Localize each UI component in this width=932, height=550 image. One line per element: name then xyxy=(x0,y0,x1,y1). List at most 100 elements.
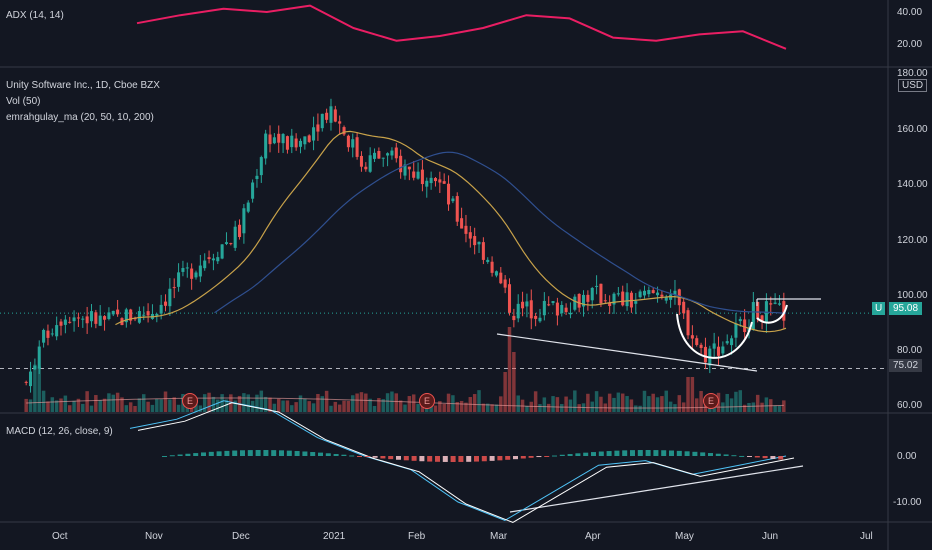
candle-body xyxy=(560,305,564,314)
adx-tick: 20.00 xyxy=(897,39,923,50)
earnings-marker[interactable]: E xyxy=(182,393,198,409)
macd-histogram-bar xyxy=(684,451,690,456)
ma-20-line xyxy=(115,130,787,333)
candle-body xyxy=(599,283,603,304)
candle-body xyxy=(503,279,507,288)
volume-bar xyxy=(98,400,102,412)
candle-body xyxy=(116,309,120,315)
x-tick: Feb xyxy=(408,531,426,542)
macd-histogram-bar xyxy=(333,453,339,456)
macd-histogram-bar xyxy=(723,454,729,456)
volume-bar xyxy=(355,393,359,412)
volume-bar xyxy=(586,393,590,412)
volume-bar xyxy=(85,391,89,412)
candle-body xyxy=(769,303,773,305)
volume-bar xyxy=(242,393,246,412)
volume-bar xyxy=(694,398,699,412)
candle-body xyxy=(507,284,512,313)
candle-body xyxy=(190,268,194,279)
earnings-marker[interactable]: E xyxy=(419,393,435,409)
candle-body xyxy=(338,121,342,124)
volume-bar xyxy=(433,405,438,412)
volume-bar xyxy=(263,396,268,412)
candle-body xyxy=(756,301,760,319)
volume-bar xyxy=(420,405,425,412)
volume-bar xyxy=(664,390,668,412)
candle-body xyxy=(307,135,311,142)
candle-body xyxy=(124,309,128,323)
volume-bar xyxy=(533,391,538,412)
volume-bar xyxy=(573,390,577,412)
macd-histogram-bar xyxy=(520,456,526,459)
volume-bar xyxy=(442,403,446,412)
candle-body xyxy=(159,304,163,314)
macd-histogram-bar xyxy=(497,456,503,461)
macd-trendline xyxy=(509,465,804,513)
macd-histogram-bar xyxy=(224,450,230,456)
macd-histogram-bar xyxy=(778,456,784,460)
volume-bar xyxy=(198,405,203,412)
candle-body xyxy=(81,318,85,320)
macd-histogram-bar xyxy=(559,454,565,456)
macd-histogram-bar xyxy=(427,456,433,462)
candle-body xyxy=(72,317,76,322)
candle-body xyxy=(142,314,146,316)
volume-bar xyxy=(394,393,399,412)
macd-histogram-bar xyxy=(450,456,456,462)
candle-body xyxy=(647,289,651,295)
candle-body xyxy=(320,113,324,129)
macd-histogram-bar xyxy=(341,454,347,456)
candle-body xyxy=(595,285,599,287)
candle-body xyxy=(512,315,516,321)
price-tick: 80.00 xyxy=(897,345,923,356)
candle-body xyxy=(185,267,189,269)
macd-histogram-bar xyxy=(575,453,581,456)
macd-histogram-bar xyxy=(505,456,511,460)
candle-body xyxy=(438,179,442,183)
volume-bar xyxy=(290,405,294,412)
candle-body xyxy=(285,136,289,150)
x-tick: Mar xyxy=(490,531,508,542)
candle-body xyxy=(516,303,520,319)
volume-bar xyxy=(773,405,777,412)
volume-bar xyxy=(686,377,690,412)
macd-histogram-bar xyxy=(279,450,284,456)
macd-histogram-bar xyxy=(208,451,214,456)
macd-histogram-bar xyxy=(411,456,417,461)
volume-bar xyxy=(560,404,564,412)
candle-body xyxy=(390,150,394,156)
candle-body xyxy=(211,258,215,261)
candle-body xyxy=(312,127,316,141)
earnings-marker[interactable]: E xyxy=(703,393,719,409)
candle-body xyxy=(303,136,307,145)
volume-bar xyxy=(777,405,782,412)
volume-bar xyxy=(172,397,176,412)
candle-body xyxy=(46,330,50,338)
macd-histogram-bar xyxy=(364,456,370,457)
volume-bar xyxy=(259,390,264,412)
candle-body xyxy=(656,292,660,296)
price-tick: 60.00 xyxy=(897,400,923,411)
candle-body xyxy=(603,300,607,302)
handle-pattern xyxy=(756,304,788,324)
main-title: Unity Software Inc., 1D, Cboe BZX xyxy=(6,80,160,91)
volume-bar xyxy=(634,405,638,412)
x-tick: Jun xyxy=(762,531,779,542)
volume-bar xyxy=(333,401,338,412)
volume-bar xyxy=(472,394,477,412)
candle-body xyxy=(372,152,377,159)
macd-histogram-bar xyxy=(731,455,737,457)
macd-histogram-bar xyxy=(676,450,682,456)
x-tick: May xyxy=(675,531,694,542)
macd-histogram-bar xyxy=(598,451,604,456)
volume-bar xyxy=(490,404,494,412)
volume-bar xyxy=(485,403,490,412)
macd-histogram-bar xyxy=(700,452,706,456)
volume-bar xyxy=(320,396,325,412)
macd-histogram-bar xyxy=(177,454,183,456)
candle-body xyxy=(198,265,202,277)
macd-pane xyxy=(129,400,795,523)
candle-body xyxy=(751,302,755,330)
volume-bar xyxy=(446,393,451,412)
candle-body xyxy=(111,310,115,315)
